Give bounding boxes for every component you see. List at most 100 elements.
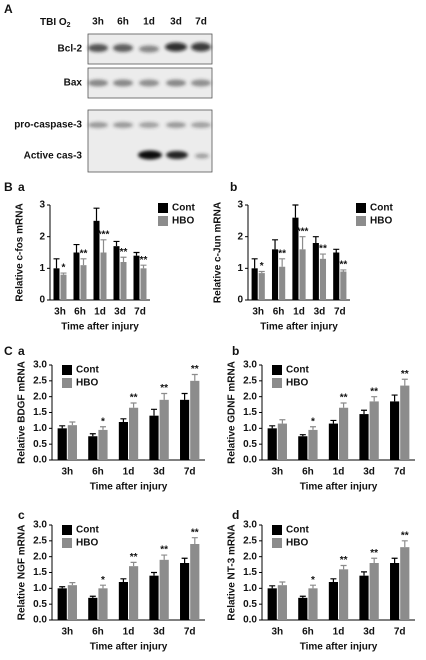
bar	[251, 268, 258, 300]
bar	[298, 597, 308, 620]
y-tick-label: 1.5	[243, 407, 257, 418]
legend-label: Cont	[172, 203, 195, 214]
y-tick-label: 2.5	[33, 535, 47, 546]
y-tick-label: 1.0	[243, 583, 257, 594]
x-axis-label: Time after injury	[300, 482, 378, 493]
section-letter: C	[4, 344, 13, 358]
error-bar	[151, 408, 158, 416]
error-bar	[299, 595, 306, 598]
row-label: Bax	[64, 78, 83, 89]
bar	[80, 265, 87, 300]
significance: **	[319, 244, 327, 255]
bar	[120, 262, 127, 300]
y-tick-label: 2.0	[33, 391, 47, 402]
error-bar	[59, 425, 66, 429]
y-tick-label: 1.0	[33, 583, 47, 594]
y-tick-label: 3	[237, 200, 243, 211]
bar	[133, 255, 140, 300]
y-tick-label: 1.0	[33, 423, 47, 434]
x-tick-label: 3h	[61, 467, 73, 478]
bar	[118, 422, 128, 460]
significance: **	[140, 255, 148, 266]
bar	[93, 220, 100, 300]
significance: **	[80, 248, 88, 259]
error-bar	[133, 251, 140, 256]
significance: **	[278, 248, 286, 259]
bar	[190, 380, 200, 460]
error-bar	[309, 584, 316, 589]
y-axis-label: Relative GDNF mRNA	[227, 361, 238, 464]
legend-swatch	[272, 525, 282, 535]
error-bar	[80, 258, 87, 266]
x-axis-label: Time after injury	[90, 482, 168, 493]
bar	[400, 547, 410, 620]
legend-label: Cont	[76, 365, 99, 376]
y-axis-label: Relative c-fos mRNA	[15, 203, 26, 301]
legend-label: HBO	[286, 538, 308, 549]
y-tick-label: 0	[237, 295, 243, 306]
bar	[339, 569, 349, 620]
y-tick-label: 0.0	[243, 615, 257, 626]
x-tick-label: 7d	[184, 627, 196, 638]
x-tick-label: 6h	[74, 307, 86, 318]
error-bar	[391, 557, 398, 563]
bar	[267, 588, 277, 620]
x-tick-label: 6h	[302, 627, 314, 638]
error-bar	[251, 258, 258, 269]
section-letter: B	[4, 180, 13, 194]
error-bar	[340, 402, 347, 408]
y-tick-label: 1.5	[33, 567, 47, 578]
y-tick-label: 0.0	[33, 455, 47, 466]
significance: ***	[98, 229, 110, 240]
significance: **	[160, 545, 168, 556]
x-tick-label: 1d	[94, 307, 106, 318]
bar	[180, 563, 190, 620]
legend-swatch	[272, 538, 282, 548]
error-bar	[371, 557, 378, 563]
bar	[299, 249, 306, 300]
bar	[400, 385, 410, 460]
error-bar	[401, 378, 408, 386]
y-tick-label: 1.5	[33, 407, 47, 418]
x-axis-label: Time after injury	[61, 322, 139, 333]
x-tick-label: 7d	[134, 307, 146, 318]
x-tick-label: 3d	[114, 307, 126, 318]
y-tick-label: 3.0	[243, 520, 257, 531]
x-tick-label: 3d	[314, 307, 326, 318]
bar	[113, 246, 120, 300]
legend-label: Cont	[370, 203, 393, 214]
significance: *	[311, 575, 315, 586]
blot-header: TBI O2	[40, 17, 71, 29]
bar	[88, 436, 98, 460]
bar	[339, 407, 349, 460]
error-bar	[319, 253, 326, 259]
y-tick-label: 3.0	[243, 360, 257, 371]
error-bar	[59, 586, 66, 589]
error-bar	[401, 540, 408, 548]
error-bar	[361, 409, 368, 415]
error-bar	[100, 239, 107, 253]
x-tick-label: 1d	[333, 467, 345, 478]
legend-swatch	[272, 378, 282, 388]
error-bar	[53, 258, 60, 269]
significance: *	[260, 261, 264, 272]
header-sub: 2	[67, 22, 71, 29]
error-bar	[161, 392, 168, 400]
bar	[390, 563, 400, 620]
x-tick-label: 6h	[273, 307, 285, 318]
error-bar	[292, 204, 299, 218]
significance: **	[120, 247, 128, 258]
panel-letter: d	[232, 508, 239, 522]
error-bar	[113, 240, 120, 247]
error-bar	[130, 402, 137, 408]
bar	[190, 544, 200, 620]
error-bar	[99, 584, 106, 589]
bar	[328, 423, 338, 460]
significance: **	[401, 530, 409, 541]
significance: **	[340, 393, 348, 404]
error-bar	[120, 418, 127, 422]
y-tick-label: 1	[237, 263, 243, 274]
y-tick-label: 2.0	[243, 391, 257, 402]
error-bar	[299, 434, 306, 437]
